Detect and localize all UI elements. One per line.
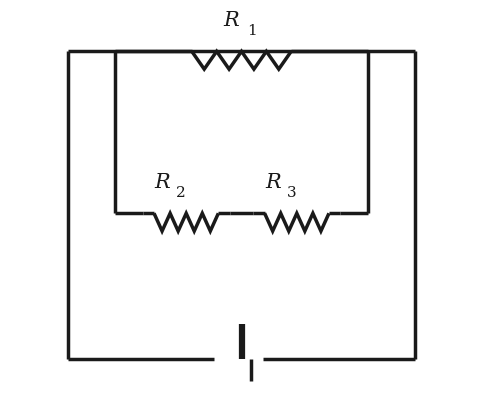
Text: R: R: [224, 11, 240, 30]
Text: 3: 3: [287, 186, 297, 200]
Text: R: R: [265, 173, 281, 192]
Text: R: R: [155, 173, 170, 192]
Text: 1: 1: [247, 24, 257, 38]
Text: 2: 2: [176, 186, 186, 200]
